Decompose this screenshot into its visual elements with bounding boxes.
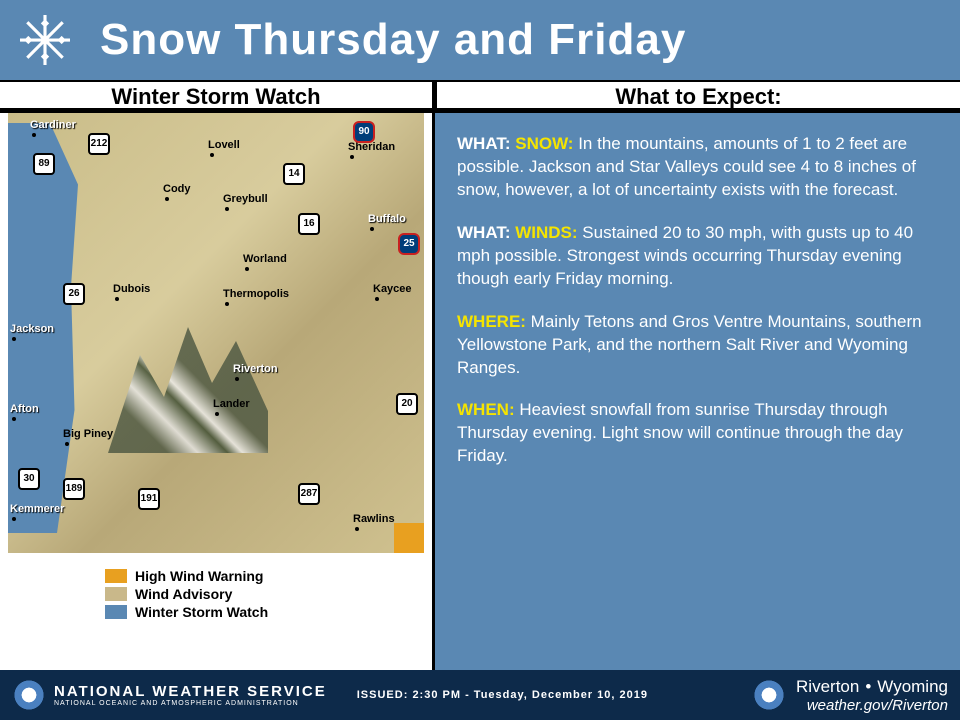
high-wind-zone — [394, 523, 424, 553]
city-label-kaycee: Kaycee — [373, 283, 412, 295]
city-dot — [65, 442, 69, 446]
city-label-riverton: Riverton — [233, 363, 278, 375]
city-label-cody: Cody — [163, 183, 191, 195]
winds-label: WINDS: — [515, 223, 577, 242]
route-shield-20: 20 — [396, 393, 418, 415]
where-paragraph: WHERE: Mainly Tetons and Gros Ventre Mou… — [457, 311, 938, 380]
legend-label: Winter Storm Watch — [135, 604, 268, 620]
subheader-right: What to Expect: — [435, 82, 960, 110]
city-label-dubois: Dubois — [113, 283, 150, 295]
map-legend: High Wind Warning Wind Advisory Winter Sto… — [0, 563, 432, 620]
city-label-gardiner: Gardiner — [30, 119, 76, 131]
city-label-afton: Afton — [10, 403, 39, 415]
city-label-greybull: Greybull — [223, 193, 268, 205]
city-dot — [115, 297, 119, 301]
issued-label: ISSUED: — [357, 689, 409, 701]
city-dot — [225, 302, 229, 306]
when-text: Heaviest snowfall from sunrise Thursday … — [457, 400, 903, 465]
city-label-sheridan: Sheridan — [348, 141, 395, 153]
legend-item: Wind Advisory — [105, 586, 432, 602]
what-label: WHAT: — [457, 134, 511, 153]
noaa-logo-icon — [12, 678, 46, 712]
city-dot — [350, 155, 354, 159]
subheader-left: Winter Storm Watch — [0, 82, 435, 110]
city-label-lovell: Lovell — [208, 139, 240, 151]
city-label-jackson: Jackson — [10, 323, 54, 335]
nws-seal-icon — [752, 678, 786, 712]
city-dot — [215, 412, 219, 416]
city-dot — [32, 133, 36, 137]
footer-bar: NATIONAL WEATHER SERVICE NATIONAL OCEANI… — [0, 670, 960, 720]
city-label-big piney: Big Piney — [63, 428, 113, 440]
snow-label: SNOW: — [515, 134, 573, 153]
what-snow-paragraph: WHAT: SNOW: In the mountains, amounts of… — [457, 133, 938, 202]
what-label: WHAT: — [457, 223, 511, 242]
city-dot — [12, 517, 16, 521]
legend-item: Winter Storm Watch — [105, 604, 432, 620]
where-text: Mainly Tetons and Gros Ventre Mountains,… — [457, 312, 922, 377]
city-label-lander: Lander — [213, 398, 250, 410]
route-shield-25: 25 — [398, 233, 420, 255]
city-label-worland: Worland — [243, 253, 287, 265]
route-shield-16: 16 — [298, 213, 320, 235]
route-shield-212: 212 — [88, 133, 110, 155]
city-dot — [235, 377, 239, 381]
where-label: WHERE: — [457, 312, 526, 331]
when-paragraph: WHEN: Heaviest snowfall from sunrise Thu… — [457, 399, 938, 468]
footer-state: Wyoming — [877, 677, 948, 696]
route-shield-26: 26 — [63, 283, 85, 305]
city-dot — [12, 337, 16, 341]
right-panel: WHAT: SNOW: In the mountains, amounts of… — [435, 110, 960, 670]
route-shield-14: 14 — [283, 163, 305, 185]
city-label-rawlins: Rawlins — [353, 513, 395, 525]
city-label-buffalo: Buffalo — [368, 213, 406, 225]
nws-title: NATIONAL WEATHER SERVICE — [54, 683, 327, 700]
footer-location: Riverton • Wyoming weather.gov/Riverton — [796, 677, 948, 714]
city-label-kemmerer: Kemmerer — [10, 503, 64, 515]
issued-block: ISSUED: 2:30 PM - Tuesday, December 10, … — [357, 689, 648, 701]
footer-city: Riverton — [796, 677, 859, 696]
city-dot — [245, 267, 249, 271]
city-dot — [12, 417, 16, 421]
city-dot — [225, 207, 229, 211]
snowflake-icon — [20, 15, 70, 65]
footer-url: weather.gov/Riverton — [796, 697, 948, 714]
page-title: Snow Thursday and Friday — [100, 15, 686, 65]
route-shield-191: 191 — [138, 488, 160, 510]
issued-time: 2:30 PM - Tuesday, December 10, 2019 — [412, 689, 648, 701]
noaa-subtitle: NATIONAL OCEANIC AND ATMOSPHERIC ADMINIS… — [54, 700, 327, 707]
legend-label: Wind Advisory — [135, 586, 232, 602]
map-area: Gardiner Lovell Sheridan Cody Greybull Buffal… — [8, 113, 424, 553]
route-shield-30: 30 — [18, 468, 40, 490]
route-shield-89: 89 — [33, 153, 55, 175]
legend-swatch — [105, 605, 127, 619]
header-banner: Snow Thursday and Friday — [0, 0, 960, 80]
legend-item: High Wind Warning — [105, 568, 432, 584]
city-dot — [355, 527, 359, 531]
legend-label: High Wind Warning — [135, 568, 263, 584]
city-label-thermopolis: Thermopolis — [223, 288, 289, 300]
subheader-row: Winter Storm Watch What to Expect: — [0, 80, 960, 110]
content-area: Gardiner Lovell Sheridan Cody Greybull Buffal… — [0, 110, 960, 670]
when-label: WHEN: — [457, 400, 515, 419]
dot-separator: • — [865, 677, 871, 696]
route-shield-287: 287 — [298, 483, 320, 505]
city-dot — [375, 297, 379, 301]
what-winds-paragraph: WHAT: WINDS: Sustained 20 to 30 mph, wit… — [457, 222, 938, 291]
route-shield-90: 90 — [353, 121, 375, 143]
left-panel: Gardiner Lovell Sheridan Cody Greybull Buffal… — [0, 110, 435, 670]
legend-swatch — [105, 569, 127, 583]
footer-right: Riverton • Wyoming weather.gov/Riverton — [752, 677, 948, 714]
city-dot — [210, 153, 214, 157]
legend-swatch — [105, 587, 127, 601]
nws-text-block: NATIONAL WEATHER SERVICE NATIONAL OCEANI… — [54, 683, 327, 707]
city-dot — [370, 227, 374, 231]
city-dot — [165, 197, 169, 201]
route-shield-189: 189 — [63, 478, 85, 500]
